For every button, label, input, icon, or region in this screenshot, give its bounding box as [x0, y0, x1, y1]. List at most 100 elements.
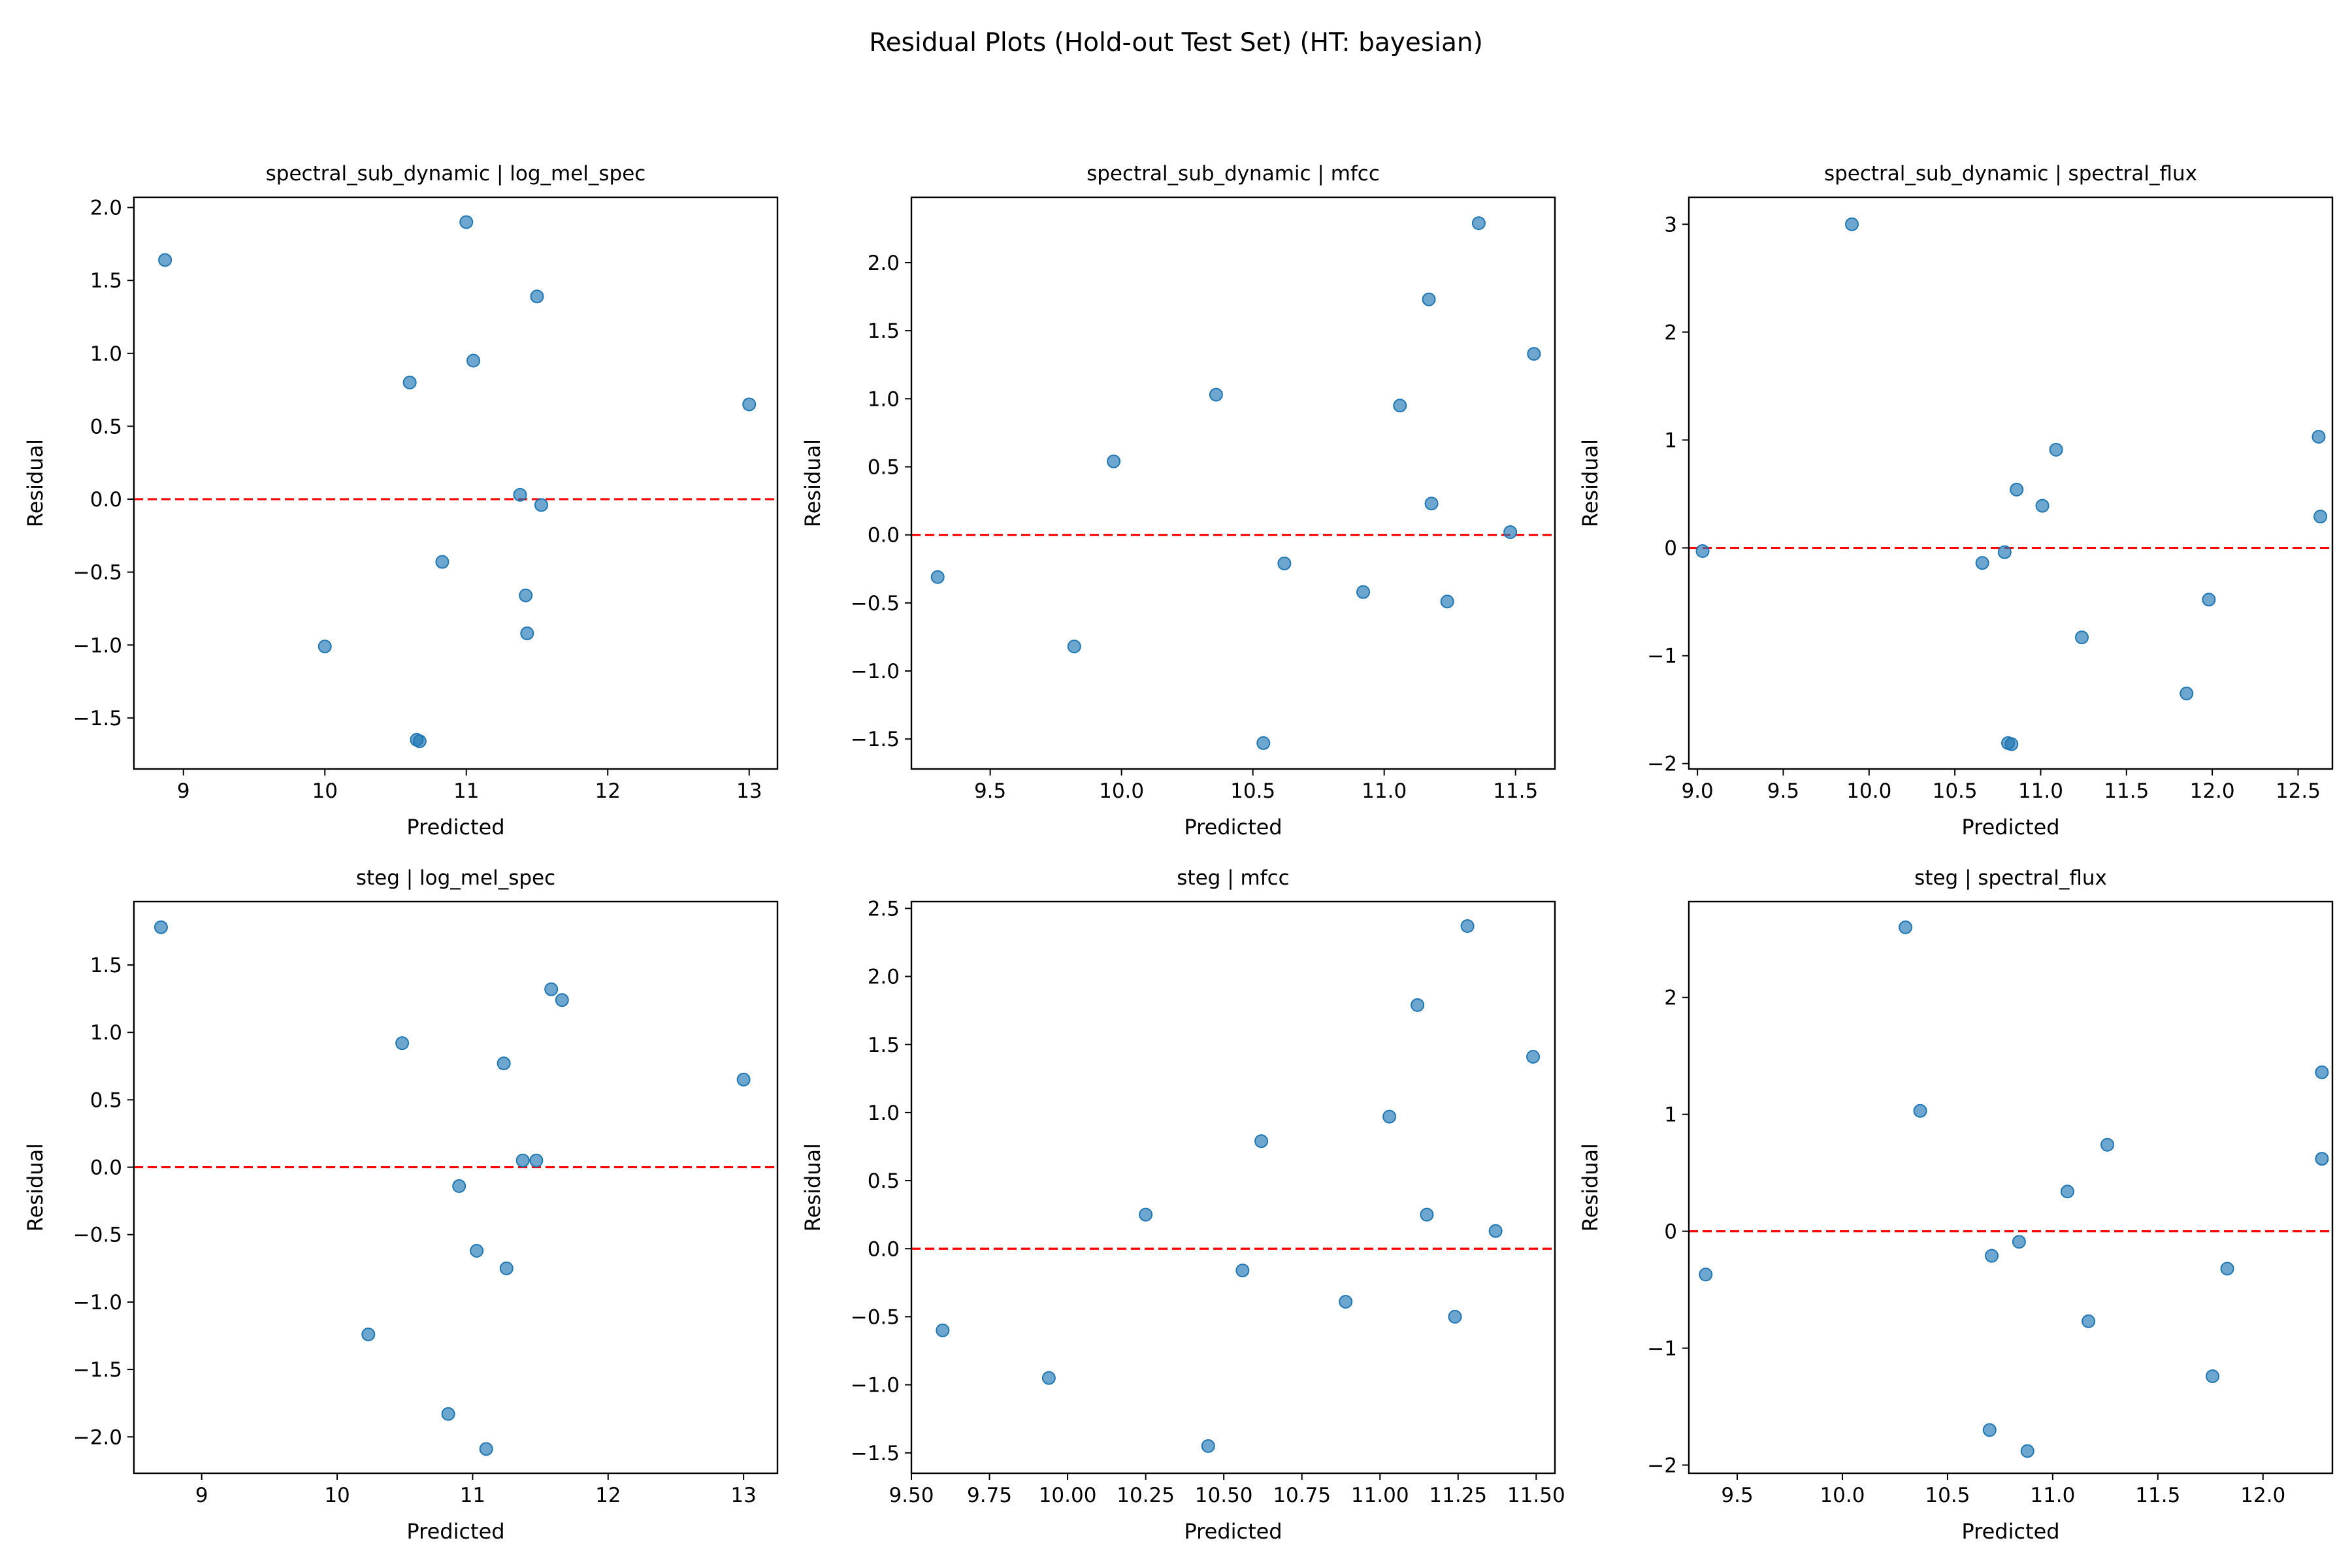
residual-point: [1899, 920, 1913, 934]
x-tick-label: 11.0: [2018, 779, 2063, 803]
x-tick-label: 11: [453, 779, 479, 803]
residual-point: [459, 215, 474, 229]
y-axis-label: Residual: [800, 1143, 825, 1232]
residual-point: [1201, 1439, 1215, 1453]
residual-point: [1699, 1267, 1713, 1282]
y-tick-label: −1.5: [851, 728, 900, 751]
y-tick-label: −1.0: [851, 1374, 900, 1397]
residual-point: [2020, 1444, 2034, 1458]
residual-point: [1254, 1134, 1269, 1149]
residual-point: [1695, 544, 1710, 559]
residual-point: [2202, 593, 2216, 607]
residual-point: [1393, 399, 1407, 413]
residual-point: [513, 487, 527, 502]
axes-frame: [910, 900, 1556, 1475]
residual-point: [1041, 1371, 1056, 1385]
y-tick-label: 3: [1664, 213, 1677, 237]
x-tick-label: 9.5: [974, 779, 1006, 803]
residual-point: [1985, 1249, 1999, 1263]
residual-point: [2100, 1137, 2115, 1152]
x-tick-label: 10.75: [1273, 1484, 1331, 1507]
y-tick-label: −0.5: [851, 1305, 900, 1329]
y-axis-label: Residual: [1578, 1143, 1603, 1232]
y-tick-label: 1: [1664, 1103, 1677, 1127]
residual-point: [158, 253, 172, 267]
residual-point: [1209, 387, 1223, 402]
subplot-title: steg | mfcc: [1177, 866, 1289, 890]
y-tick-label: −2.0: [73, 1426, 122, 1449]
residual-point: [361, 1327, 376, 1341]
x-tick-label: 9.5: [1721, 1484, 1753, 1507]
y-axis-label: Residual: [1578, 439, 1603, 527]
x-tick-label: 11.0: [2030, 1484, 2075, 1507]
residual-point: [1422, 292, 1436, 306]
residual-point: [1527, 347, 1541, 361]
axes-frame: [1688, 196, 2334, 770]
residual-point: [2035, 498, 2050, 513]
residual-point: [2010, 482, 2024, 497]
subplot-title: steg | spectral_flux: [1914, 866, 2107, 890]
residual-point: [1107, 454, 1121, 468]
x-tick-label: 10: [324, 1484, 350, 1507]
axes-frame: [133, 196, 779, 770]
y-tick-label: 2: [1664, 321, 1677, 344]
x-tick-label: 10.50: [1195, 1484, 1253, 1507]
axes-frame: [910, 196, 1556, 770]
residual-point: [1256, 736, 1271, 750]
y-tick-label: 1.5: [90, 269, 122, 293]
y-tick-label: 1.0: [868, 1102, 900, 1125]
y-tick-label: 1.0: [90, 1021, 122, 1045]
x-tick-label: 11: [460, 1484, 485, 1507]
residual-point: [1339, 1295, 1353, 1309]
residual-point: [736, 1072, 751, 1086]
x-tick-label: 10.00: [1039, 1484, 1097, 1507]
x-tick-label: 13: [730, 1484, 756, 1507]
x-tick-label: 10.0: [1846, 779, 1891, 803]
residual-point: [1067, 640, 1081, 653]
y-tick-label: 0.0: [90, 1156, 122, 1180]
residual-point: [544, 982, 559, 996]
y-tick-label: 0.0: [868, 524, 900, 547]
residual-point: [1460, 919, 1475, 933]
residual-point: [515, 1153, 530, 1168]
residual-point: [1471, 216, 1486, 231]
residual-point: [497, 1056, 511, 1071]
x-tick-label: 10.5: [1230, 779, 1275, 803]
subplot-title: steg | log_mel_spec: [356, 866, 555, 890]
residual-point: [1356, 585, 1371, 599]
residual-point: [519, 588, 533, 602]
y-tick-label: 1.5: [90, 954, 122, 977]
subplot-title: spectral_sub_dynamic | mfcc: [1086, 162, 1380, 186]
subplot-1: spectral_sub_dynamic | log_mel_spec 9 10 11…: [23, 162, 779, 840]
y-tick-label: 0: [1664, 537, 1677, 561]
residual-point: [2004, 737, 2019, 751]
residual-point: [479, 1442, 493, 1456]
x-tick-label: 9.5: [1767, 779, 1799, 803]
y-tick-label: −0.5: [73, 561, 122, 585]
y-tick-label: −1.0: [73, 634, 122, 657]
residual-point: [936, 1323, 950, 1337]
x-tick-label: 9: [195, 1484, 208, 1507]
y-tick-label: 0.5: [868, 456, 900, 480]
y-axis-label: Residual: [23, 1143, 48, 1232]
residual-point: [520, 626, 534, 640]
x-tick-label: 9.50: [889, 1484, 934, 1507]
residual-point: [1845, 217, 1859, 231]
x-axis-label: Predicted: [1961, 815, 2059, 840]
residual-point: [402, 375, 417, 389]
y-tick-label: 1.0: [868, 387, 900, 411]
y-tick-label: 2: [1664, 987, 1677, 1010]
residual-point: [1277, 556, 1292, 570]
residual-point: [1382, 1109, 1397, 1124]
residual-point: [2060, 1184, 2074, 1199]
subplot-title: spectral_sub_dynamic | log_mel_spec: [266, 162, 646, 186]
y-tick-label: 2.0: [868, 252, 900, 275]
residual-point: [470, 1243, 484, 1258]
x-tick-label: 11.50: [1507, 1484, 1565, 1507]
residual-point: [1503, 525, 1518, 539]
residual-point: [1488, 1224, 1503, 1238]
x-tick-label: 10.0: [1099, 779, 1144, 803]
y-tick-label: 2.5: [868, 897, 900, 921]
